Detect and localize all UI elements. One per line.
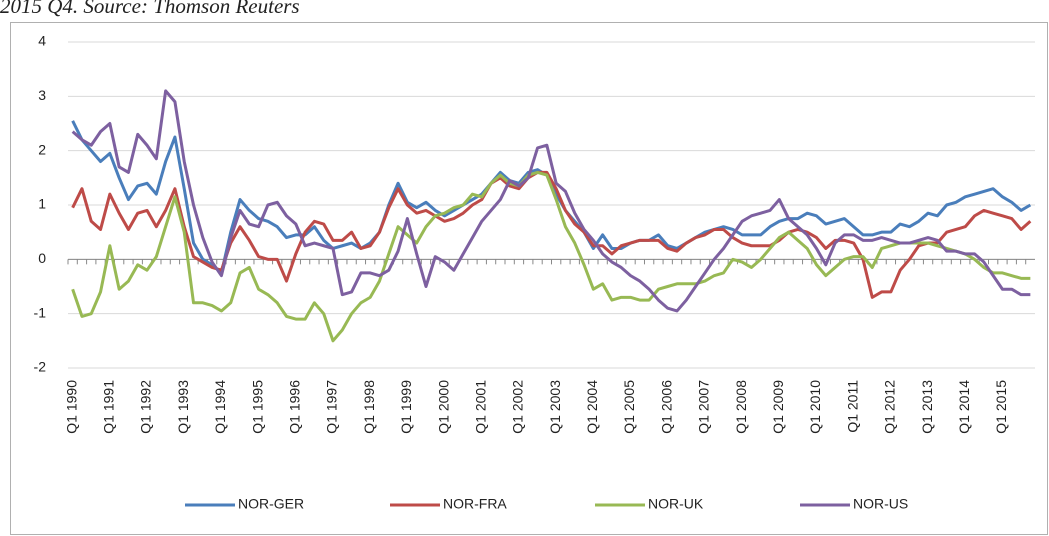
y-tick-label: 0	[38, 250, 46, 266]
x-tick-label: Q1 2002	[510, 380, 526, 434]
legend-label: NOR-FRA	[443, 496, 507, 512]
x-tick-label: Q1 2014	[956, 380, 972, 434]
y-tick-label: 2	[38, 141, 46, 157]
x-tick-label: Q1 2005	[621, 380, 637, 434]
legend-label: NOR-US	[853, 496, 908, 512]
series-line	[71, 120, 1032, 275]
x-tick-label: Q1 2015	[993, 380, 1009, 434]
legend-label: NOR-GER	[238, 496, 304, 512]
x-tick-label: Q1 1997	[324, 380, 340, 434]
y-tick-label: -2	[34, 359, 47, 375]
x-tick-label: Q1 2001	[472, 380, 488, 434]
series-line	[71, 170, 1032, 299]
x-tick-label: Q1 2004	[584, 380, 600, 434]
series-line	[71, 89, 1031, 313]
x-tick-label: Q1 2012	[882, 380, 898, 434]
series-line	[71, 170, 1031, 343]
x-tick-label: Q1 2007	[696, 380, 712, 434]
x-tick-label: Q1 1996	[287, 380, 303, 434]
chart-border	[10, 22, 1048, 535]
y-tick-label: -1	[34, 304, 47, 320]
x-tick-label: Q1 1992	[138, 380, 154, 434]
x-tick-label: Q1 2006	[658, 380, 674, 434]
x-tick-label: Q1 2000	[435, 380, 451, 434]
x-tick-label: Q1 2008	[733, 380, 749, 434]
x-tick-label: Q1 1993	[175, 380, 191, 434]
x-tick-label: Q1 1998	[361, 380, 377, 434]
x-tick-label: Q1 1995	[249, 380, 265, 434]
y-tick-label: 3	[38, 87, 46, 103]
x-tick-label: Q1 1991	[101, 380, 117, 434]
x-tick-label: Q1 1990	[63, 380, 79, 434]
y-tick-label: 1	[38, 196, 46, 212]
x-tick-label: Q1 2010	[807, 380, 823, 434]
legend-label: NOR-UK	[648, 496, 704, 512]
x-tick-label: Q1 2013	[919, 380, 935, 434]
caption: 2015 Q4. Source: Thomson Reuters	[0, 0, 300, 18]
x-tick-label: Q1 1994	[212, 380, 228, 434]
y-tick-label: 4	[38, 33, 46, 49]
x-tick-label: Q1 1999	[398, 380, 414, 434]
x-tick-label: Q1 2009	[770, 380, 786, 434]
x-tick-label: Q1 2011	[844, 380, 860, 433]
x-tick-label: Q1 2003	[547, 380, 563, 434]
